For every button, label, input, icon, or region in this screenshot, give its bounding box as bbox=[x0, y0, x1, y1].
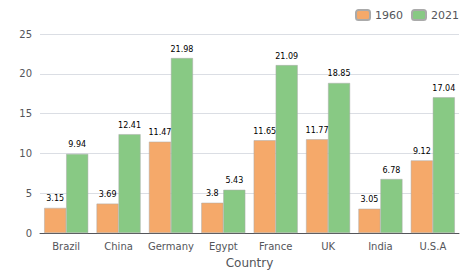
svg-text:5.43: 5.43 bbox=[225, 176, 243, 185]
svg-text:U.S.A: U.S.A bbox=[419, 241, 446, 252]
svg-text:India: India bbox=[368, 241, 393, 252]
svg-text:20: 20 bbox=[19, 68, 32, 79]
svg-text:1960: 1960 bbox=[375, 9, 403, 22]
svg-text:China: China bbox=[104, 241, 133, 252]
svg-text:3.8: 3.8 bbox=[206, 189, 219, 198]
svg-text:25: 25 bbox=[19, 29, 32, 40]
svg-text:5: 5 bbox=[26, 188, 32, 199]
svg-text:Egypt: Egypt bbox=[209, 241, 238, 252]
svg-text:12.41: 12.41 bbox=[118, 121, 141, 130]
svg-text:UK: UK bbox=[321, 241, 335, 252]
svg-text:6.78: 6.78 bbox=[383, 166, 401, 175]
svg-text:2021: 2021 bbox=[431, 9, 459, 22]
svg-text:9.12: 9.12 bbox=[413, 147, 431, 156]
svg-text:3.69: 3.69 bbox=[99, 190, 117, 199]
svg-text:21.09: 21.09 bbox=[275, 52, 298, 61]
svg-text:11.65: 11.65 bbox=[253, 127, 276, 136]
svg-text:Brazil: Brazil bbox=[52, 241, 80, 252]
svg-text:0: 0 bbox=[26, 228, 32, 239]
svg-text:11.77: 11.77 bbox=[306, 126, 329, 135]
svg-text:11.47: 11.47 bbox=[148, 128, 171, 137]
svg-text:21.98: 21.98 bbox=[170, 45, 193, 54]
svg-text:3.15: 3.15 bbox=[46, 194, 64, 203]
svg-text:France: France bbox=[259, 241, 292, 252]
svg-text:18.85: 18.85 bbox=[328, 69, 351, 78]
svg-text:9.94: 9.94 bbox=[68, 140, 86, 149]
svg-text:Country: Country bbox=[226, 256, 274, 270]
svg-text:17.04: 17.04 bbox=[432, 84, 455, 93]
svg-text:3.05: 3.05 bbox=[361, 195, 379, 204]
svg-text:15: 15 bbox=[19, 108, 32, 119]
svg-text:10: 10 bbox=[19, 148, 32, 159]
svg-text:Germany: Germany bbox=[148, 241, 194, 252]
